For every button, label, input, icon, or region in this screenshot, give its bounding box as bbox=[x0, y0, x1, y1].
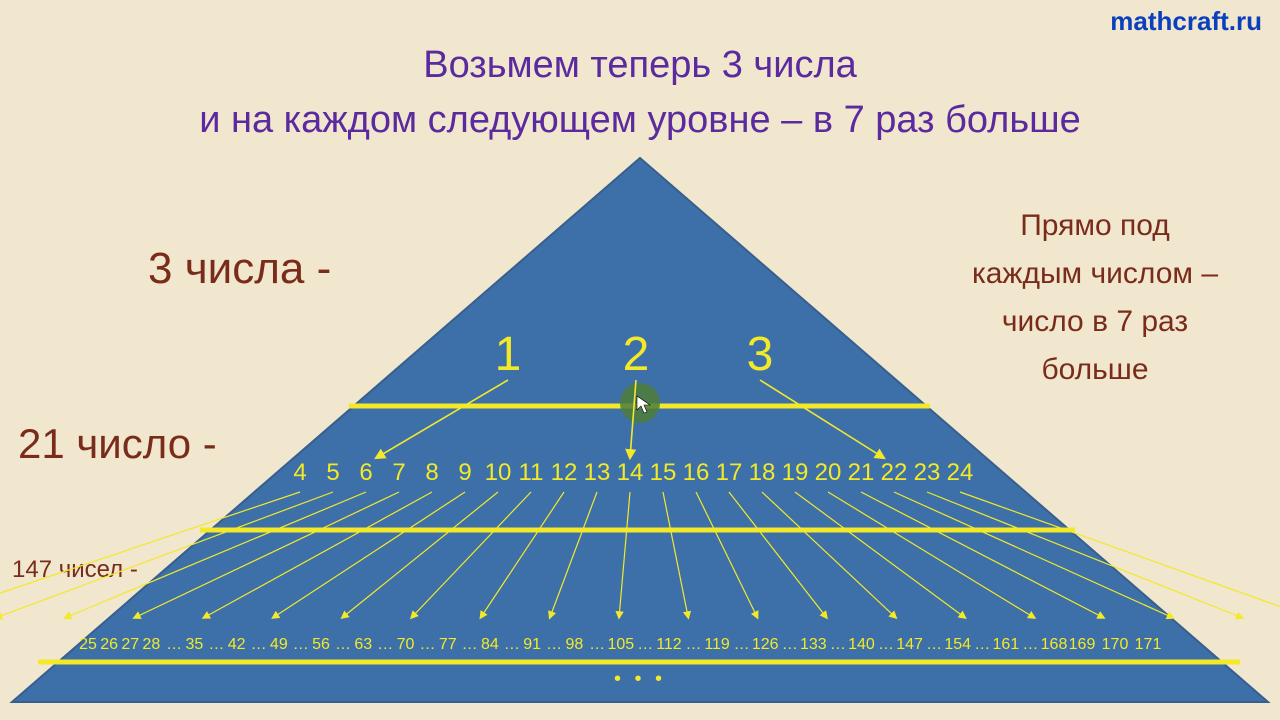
svg-text:…: … bbox=[637, 636, 653, 653]
svg-text:1: 1 bbox=[495, 328, 522, 381]
svg-text:28: 28 bbox=[142, 636, 160, 653]
svg-text:105: 105 bbox=[607, 636, 634, 653]
svg-text:56: 56 bbox=[312, 636, 330, 653]
svg-text:16: 16 bbox=[683, 459, 710, 486]
svg-text:14: 14 bbox=[617, 459, 644, 486]
svg-text:154: 154 bbox=[944, 636, 971, 653]
svg-text:…: … bbox=[462, 636, 478, 653]
svg-text:…: … bbox=[504, 636, 520, 653]
svg-text:133: 133 bbox=[800, 636, 827, 653]
svg-text:84: 84 bbox=[481, 636, 499, 653]
svg-text:6: 6 bbox=[359, 459, 372, 486]
svg-text:22: 22 bbox=[881, 459, 908, 486]
svg-text:…: … bbox=[546, 636, 562, 653]
svg-text:…: … bbox=[734, 636, 750, 653]
svg-text:98: 98 bbox=[565, 636, 583, 653]
svg-text:21: 21 bbox=[848, 459, 875, 486]
svg-text:112: 112 bbox=[656, 636, 682, 653]
svg-text:10: 10 bbox=[485, 459, 512, 486]
svg-text:17: 17 bbox=[716, 459, 743, 486]
svg-text:12: 12 bbox=[551, 459, 578, 486]
svg-text:171: 171 bbox=[1135, 636, 1162, 653]
svg-text:168: 168 bbox=[1041, 636, 1068, 653]
svg-text:63: 63 bbox=[354, 636, 372, 653]
svg-text:5: 5 bbox=[326, 459, 339, 486]
svg-text:…: … bbox=[335, 636, 351, 653]
svg-text:24: 24 bbox=[947, 459, 974, 486]
svg-text:147: 147 bbox=[896, 636, 923, 653]
svg-text:161: 161 bbox=[993, 636, 1020, 653]
svg-text:…: … bbox=[166, 636, 182, 653]
svg-text:3: 3 bbox=[747, 328, 774, 381]
svg-text:25: 25 bbox=[79, 636, 97, 653]
svg-text:13: 13 bbox=[584, 459, 611, 486]
svg-text:15: 15 bbox=[650, 459, 677, 486]
svg-text:140: 140 bbox=[848, 636, 875, 653]
svg-text:20: 20 bbox=[815, 459, 842, 486]
svg-text:…: … bbox=[1022, 636, 1038, 653]
svg-text:23: 23 bbox=[914, 459, 941, 486]
svg-text:26: 26 bbox=[100, 636, 118, 653]
svg-text:…: … bbox=[377, 636, 393, 653]
svg-text:…: … bbox=[926, 636, 942, 653]
svg-text:18: 18 bbox=[749, 459, 776, 486]
svg-text:42: 42 bbox=[228, 636, 246, 653]
svg-text:…: … bbox=[685, 636, 701, 653]
svg-text:…: … bbox=[293, 636, 309, 653]
svg-text:…: … bbox=[419, 636, 435, 653]
svg-text:35: 35 bbox=[185, 636, 203, 653]
svg-text:7: 7 bbox=[392, 459, 405, 486]
svg-text:119: 119 bbox=[704, 636, 730, 653]
svg-text:91: 91 bbox=[523, 636, 541, 653]
svg-text:9: 9 bbox=[458, 459, 471, 486]
svg-text:170: 170 bbox=[1102, 636, 1129, 653]
diagram-svg: 1234567891011121314151617181920212223242… bbox=[0, 0, 1280, 720]
svg-text:…: … bbox=[830, 636, 846, 653]
svg-text:…: … bbox=[974, 636, 990, 653]
svg-text:2: 2 bbox=[623, 328, 650, 381]
svg-text:49: 49 bbox=[270, 636, 288, 653]
svg-text:• • •: • • • bbox=[614, 668, 666, 690]
svg-text:169: 169 bbox=[1069, 636, 1096, 653]
svg-text:77: 77 bbox=[439, 636, 457, 653]
svg-text:…: … bbox=[251, 636, 267, 653]
svg-text:…: … bbox=[589, 636, 605, 653]
svg-text:…: … bbox=[878, 636, 894, 653]
svg-text:126: 126 bbox=[752, 636, 779, 653]
svg-text:…: … bbox=[208, 636, 224, 653]
svg-text:8: 8 bbox=[425, 459, 438, 486]
svg-text:19: 19 bbox=[782, 459, 809, 486]
svg-text:…: … bbox=[782, 636, 798, 653]
svg-text:11: 11 bbox=[519, 459, 544, 486]
svg-text:70: 70 bbox=[397, 636, 415, 653]
svg-text:4: 4 bbox=[293, 459, 306, 486]
svg-text:27: 27 bbox=[121, 636, 139, 653]
